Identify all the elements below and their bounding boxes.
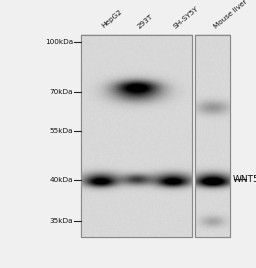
Text: 293T: 293T — [136, 13, 154, 29]
Text: Mouse liver: Mouse liver — [212, 0, 248, 29]
Text: 40kDa: 40kDa — [49, 177, 73, 183]
Text: WNT5B: WNT5B — [233, 175, 256, 184]
Bar — [195, 35, 230, 237]
Text: 35kDa: 35kDa — [49, 218, 73, 224]
Bar — [81, 35, 192, 237]
Text: 100kDa: 100kDa — [45, 39, 73, 44]
Text: HepG2: HepG2 — [101, 9, 124, 29]
Bar — [81, 35, 192, 237]
Text: 70kDa: 70kDa — [49, 90, 73, 95]
Bar — [195, 35, 230, 237]
Text: SH-SY5Y: SH-SY5Y — [172, 5, 199, 29]
Text: 55kDa: 55kDa — [49, 128, 73, 134]
